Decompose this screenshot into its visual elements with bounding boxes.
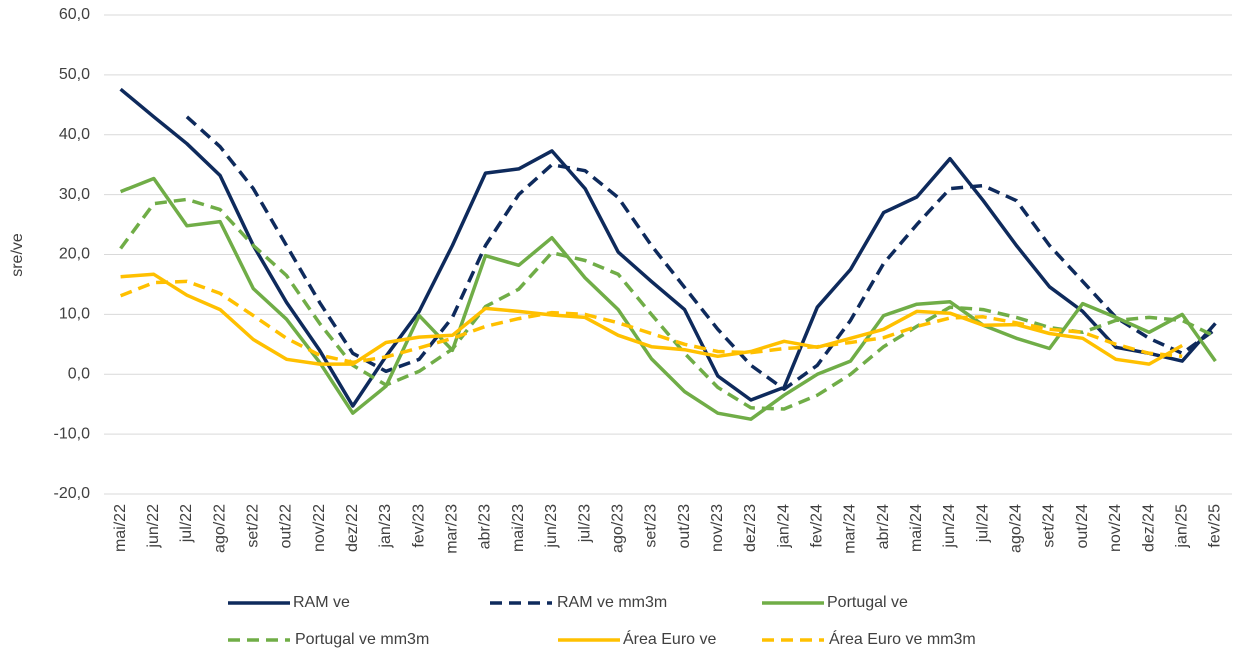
x-tick-label: out/24 bbox=[1074, 504, 1091, 549]
x-tick-label: nov/24 bbox=[1107, 504, 1124, 552]
y-tick-label: 0,0 bbox=[68, 365, 90, 382]
y-tick-label: 40,0 bbox=[59, 126, 90, 143]
x-tick-label: dez/22 bbox=[344, 504, 361, 552]
y-tick-label: 20,0 bbox=[59, 246, 90, 263]
x-tick-label: ago/23 bbox=[609, 504, 626, 553]
x-tick-label: set/23 bbox=[643, 504, 660, 548]
x-tick-label: ago/24 bbox=[1008, 504, 1025, 553]
x-tick-label: fev/24 bbox=[809, 504, 826, 548]
legend-label: Portugal ve bbox=[827, 594, 908, 611]
legend-label: RAM ve mm3m bbox=[557, 594, 667, 611]
series-line bbox=[119, 279, 1183, 365]
x-tick-label: jan/24 bbox=[775, 504, 792, 549]
legend-label: RAM ve bbox=[293, 594, 350, 611]
series-line bbox=[119, 176, 1217, 421]
x-tick-label: jul/22 bbox=[178, 504, 195, 543]
x-tick-label: jun/24 bbox=[941, 504, 958, 549]
x-tick-label: fev/23 bbox=[410, 504, 427, 548]
x-tick-label: jan/23 bbox=[377, 504, 394, 549]
y-tick-label: -20,0 bbox=[54, 485, 91, 502]
x-tick-label: mar/23 bbox=[444, 504, 461, 554]
x-tick-label: abr/23 bbox=[477, 504, 494, 549]
series-line bbox=[119, 87, 1217, 408]
x-tick-label: jun/22 bbox=[145, 504, 162, 549]
x-tick-label: nov/23 bbox=[709, 504, 726, 552]
legend-label: Portugal ve mm3m bbox=[295, 631, 429, 648]
x-tick-label: set/24 bbox=[1041, 504, 1058, 548]
series-line bbox=[185, 115, 1217, 391]
x-tick-label: set/22 bbox=[245, 504, 262, 548]
x-tick-label: jun/23 bbox=[543, 504, 560, 549]
y-tick-label: 60,0 bbox=[59, 6, 90, 23]
x-tick-label: out/22 bbox=[278, 504, 295, 549]
x-tick-label: nov/22 bbox=[311, 504, 328, 552]
series-line bbox=[120, 272, 1184, 366]
y-axis-label: sre/ve bbox=[9, 233, 26, 277]
legend-label: Área Euro ve mm3m bbox=[829, 629, 976, 648]
x-tick-label: abr/24 bbox=[875, 504, 892, 549]
x-tick-label: dez/23 bbox=[742, 504, 759, 552]
x-tick-label: jan/25 bbox=[1173, 504, 1190, 549]
x-tick-label: mar/24 bbox=[842, 504, 859, 554]
x-tick-label: mai/24 bbox=[908, 504, 925, 552]
x-tick-label: ago/22 bbox=[211, 504, 228, 553]
x-tick-label: fev/25 bbox=[1207, 504, 1224, 548]
x-tick-label: jul/24 bbox=[974, 504, 991, 543]
x-tick-label: dez/24 bbox=[1140, 504, 1157, 552]
x-tick-label: out/23 bbox=[676, 504, 693, 549]
x-tick-label: mai/23 bbox=[510, 504, 527, 552]
y-tick-label: 10,0 bbox=[59, 306, 90, 323]
y-tick-label: -10,0 bbox=[54, 425, 91, 442]
legend-label: Área Euro ve bbox=[623, 629, 716, 648]
y-tick-label: 50,0 bbox=[59, 66, 90, 83]
x-tick-label: mai/22 bbox=[112, 504, 129, 552]
y-tick-label: 30,0 bbox=[59, 186, 90, 203]
x-tick-label: jul/23 bbox=[576, 504, 593, 543]
series-line bbox=[119, 197, 1217, 411]
